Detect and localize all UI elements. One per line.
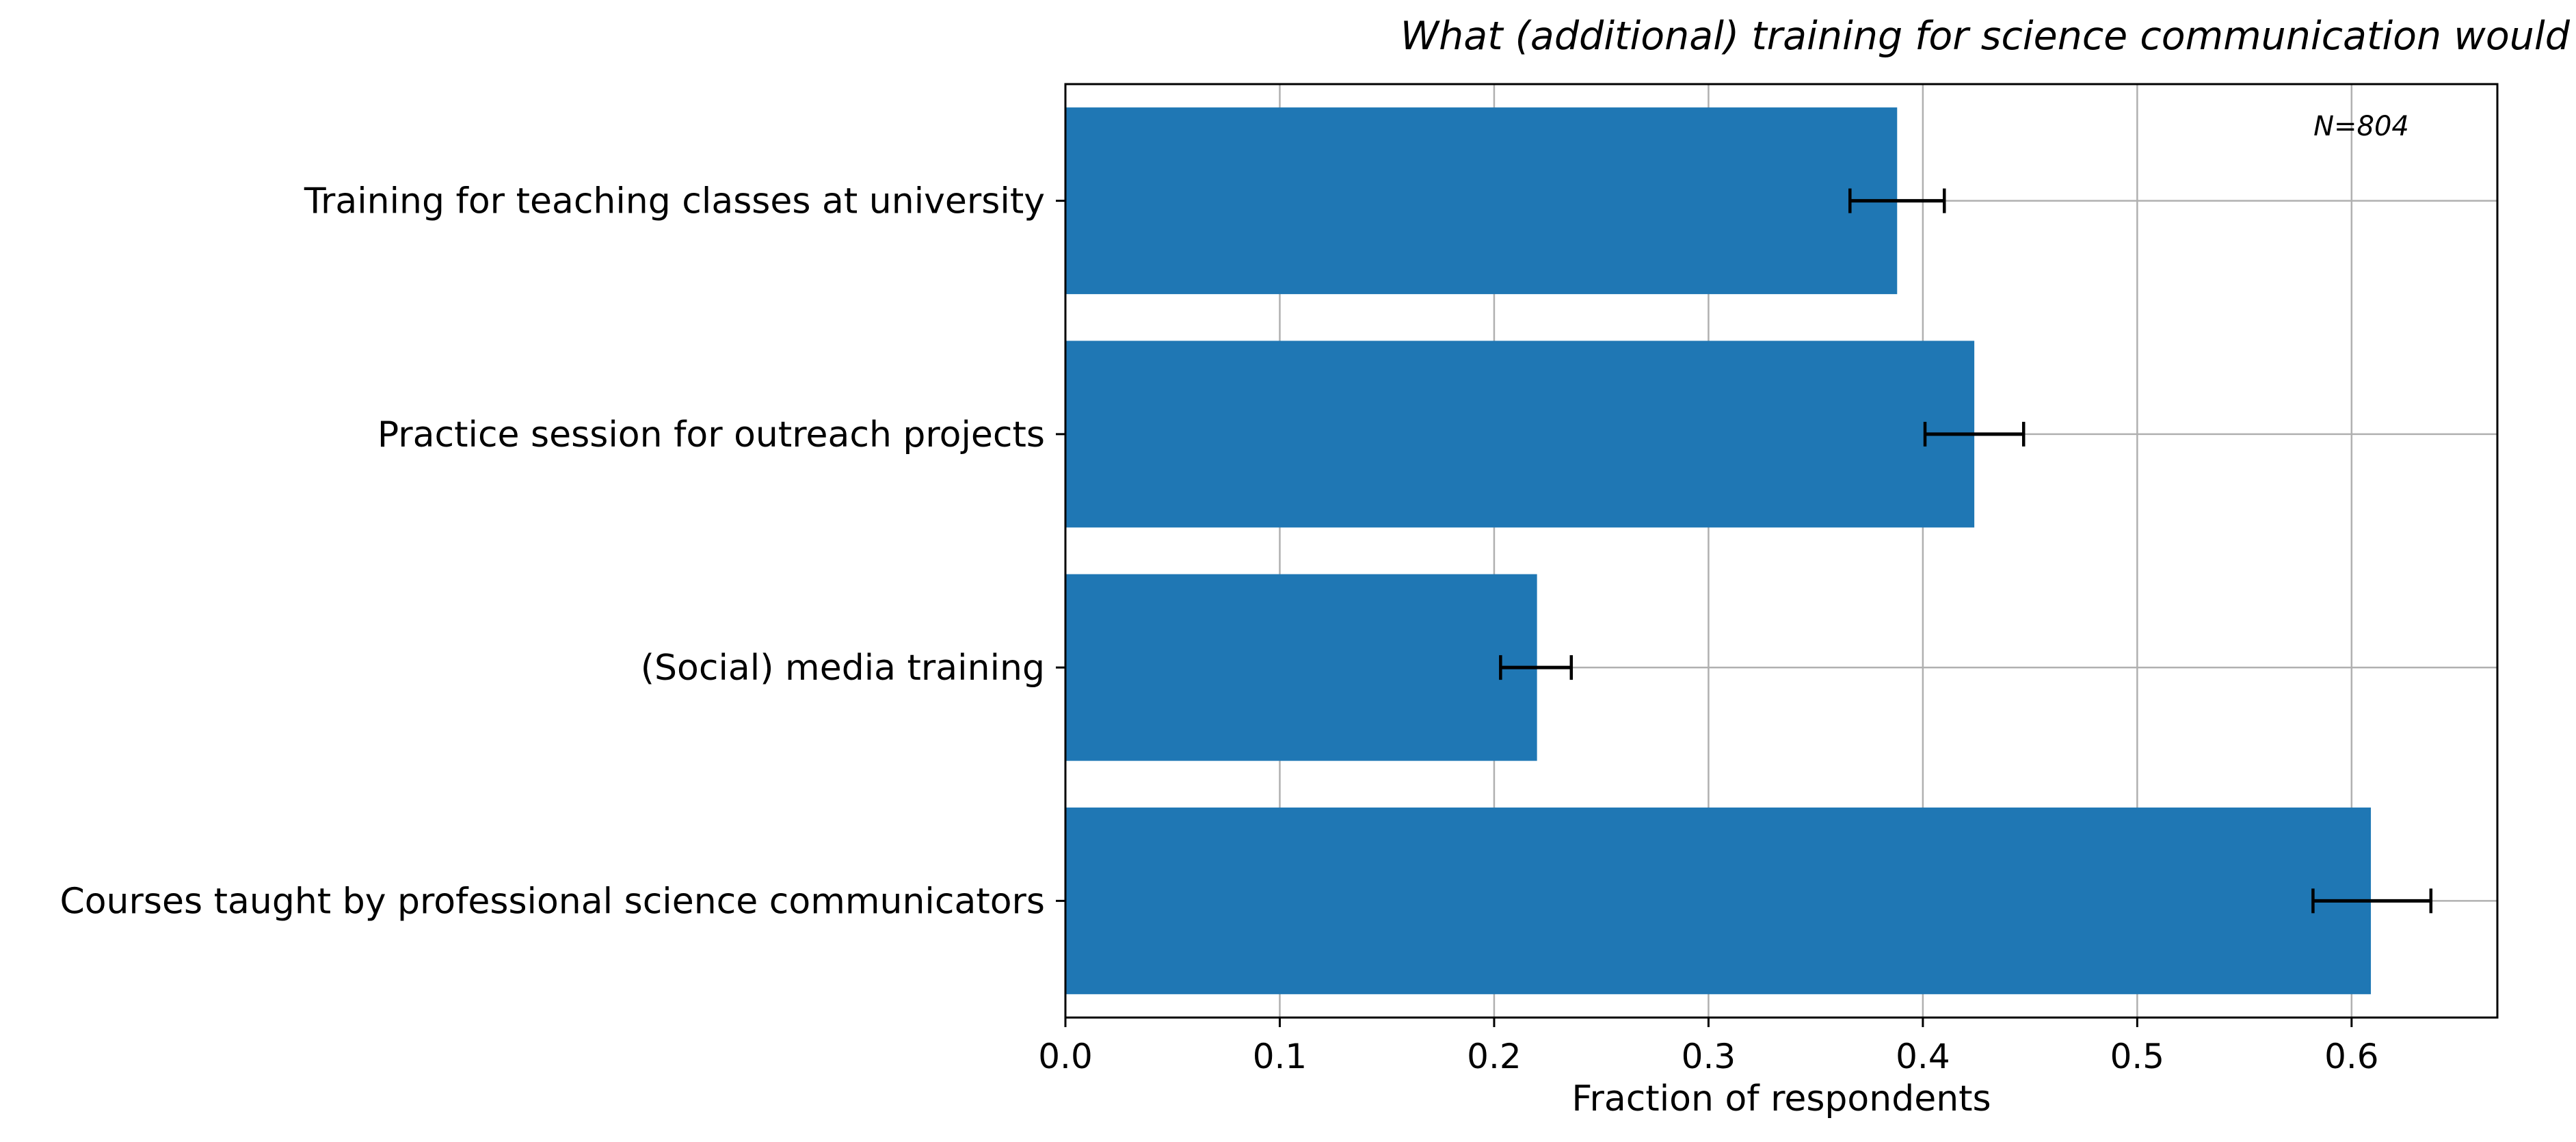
bar <box>1065 807 2372 994</box>
y-category-label: Practice session for outreach projects <box>377 414 1045 455</box>
y-category-label: (Social) media training <box>641 648 1045 689</box>
bar <box>1065 107 1898 295</box>
x-tick-label: 0.3 <box>1682 1037 1736 1076</box>
y-category-label: Training for teaching classes at univers… <box>304 181 1045 222</box>
x-tick-label: 0.4 <box>1896 1037 1950 1076</box>
bar <box>1065 574 1537 761</box>
x-tick-label: 0.1 <box>1253 1037 1307 1076</box>
plot-frame <box>1064 83 2499 1019</box>
error-bar-layer <box>1499 188 2433 914</box>
chart-title: What (additional) training for science c… <box>1400 14 2576 59</box>
x-axis-label: Fraction of respondents <box>1571 1078 1991 1119</box>
sample-size-annotation: N=804 <box>2313 111 2409 142</box>
bar <box>1065 341 1975 528</box>
bar-layer <box>1065 107 2372 994</box>
y-category-label: Courses taught by professional science c… <box>59 881 1045 922</box>
x-tick-label: 0.6 <box>2324 1037 2379 1076</box>
x-tick-label: 0.2 <box>1467 1037 1522 1076</box>
x-tick-label: 0.0 <box>1038 1037 1093 1076</box>
x-tick-label: 0.5 <box>2110 1037 2165 1076</box>
tick-layer: 0.0 0.1 0.2 0.3 0.4 0.5 0.6 Training for teachi… <box>59 181 2378 1076</box>
